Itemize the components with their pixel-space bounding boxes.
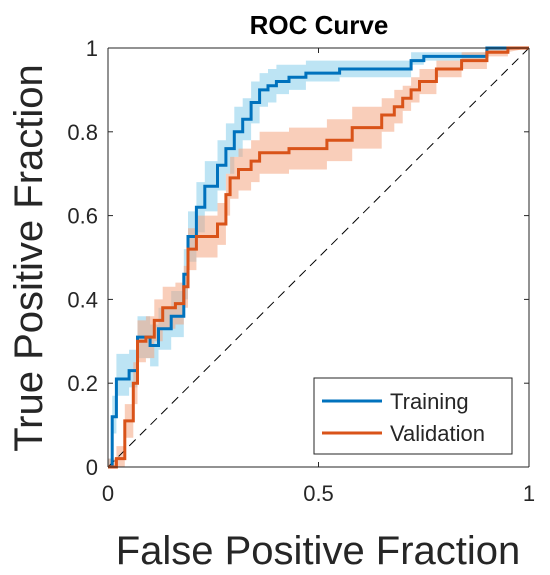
y-tick-label: 0.8 xyxy=(67,120,98,145)
x-tick-label: 1 xyxy=(523,481,535,506)
legend-label-validation: Validation xyxy=(390,421,485,446)
y-tick-label: 0 xyxy=(86,455,98,480)
series-line-validation xyxy=(108,46,529,469)
y-tick-label: 0.4 xyxy=(67,287,98,312)
x-axis-label: False Positive Fraction xyxy=(116,529,521,573)
series-line-training xyxy=(108,46,529,469)
y-axis-label: True Positive Fraction xyxy=(7,64,51,452)
x-tick-label: 0 xyxy=(102,481,114,506)
confidence-band-validation xyxy=(108,48,529,467)
y-tick-label: 0.2 xyxy=(67,371,98,396)
x-tick-label: 0.5 xyxy=(303,481,334,506)
chart-title: ROC Curve xyxy=(250,10,389,40)
legend-label-training: Training xyxy=(390,389,469,414)
y-tick-label: 0.6 xyxy=(67,204,98,229)
ticks: 0 0.5 1 0 0.2 0.4 0.6 0.8 1 xyxy=(67,36,535,506)
legend: Training Validation xyxy=(313,377,513,455)
y-tick-label: 1 xyxy=(86,36,98,61)
plot-area xyxy=(107,46,530,469)
chance-reference-line xyxy=(107,47,530,468)
legend-box xyxy=(313,377,513,455)
